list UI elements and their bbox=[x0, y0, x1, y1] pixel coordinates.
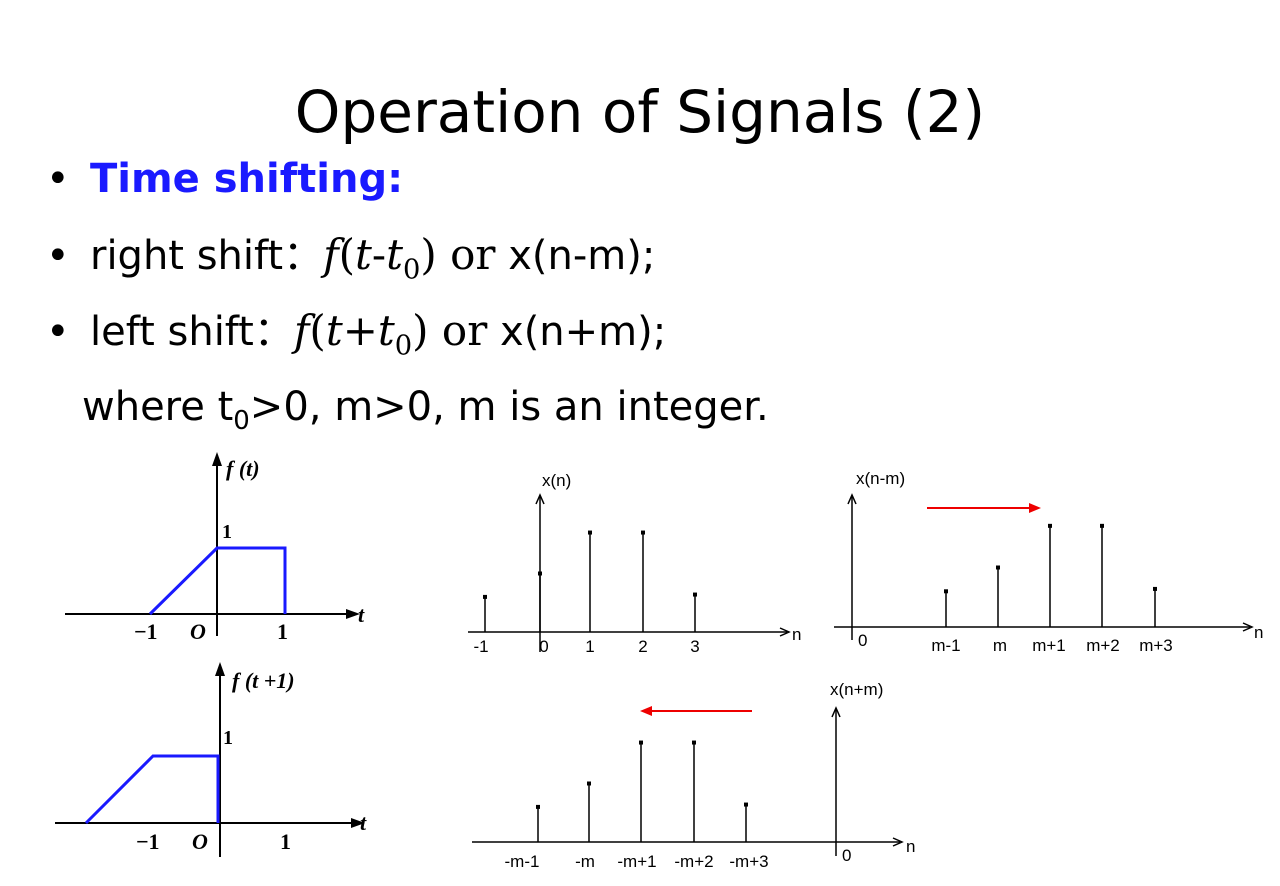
xn-ylabel: x(n) bbox=[542, 471, 571, 490]
left-shift-formula: f(t+t0) or bbox=[293, 306, 488, 362]
left-shift-arrowhead bbox=[640, 706, 652, 716]
xn-tick-label: 3 bbox=[690, 637, 699, 656]
left-shift-label: left shift： bbox=[90, 309, 294, 355]
where-clause: where t0>0, m>0, m is an integer. bbox=[82, 384, 769, 436]
xnpm-tick-label: -m+3 bbox=[729, 852, 768, 871]
xnpm-tick-label: -m+1 bbox=[617, 852, 656, 871]
xnpm-origin-label: 0 bbox=[842, 846, 851, 865]
slide-title: Operation of Signals (2) bbox=[294, 78, 986, 146]
xnpm-axis-label: n bbox=[906, 837, 915, 856]
ft1-axis-label: t bbox=[360, 810, 367, 835]
xnpm-tick-label: -m-1 bbox=[505, 852, 540, 871]
xnpm-stem-dot bbox=[587, 781, 591, 786]
ft-plot: f (t) 1 t −1 O 1 bbox=[65, 452, 365, 644]
bullet-dot: • bbox=[46, 309, 70, 355]
xnpm-ylabel: x(n+m) bbox=[830, 680, 883, 699]
xnpm-stem-dot bbox=[536, 804, 540, 809]
ft-ylabel: f (t) bbox=[226, 456, 260, 481]
right-shift-discrete: x(n-m); bbox=[508, 233, 656, 279]
xnpm-tick-label: -m+2 bbox=[674, 852, 713, 871]
xnm-stem-dot bbox=[996, 565, 1000, 570]
xnm-stem-dot bbox=[1153, 586, 1157, 591]
xnpm-stem-dot bbox=[692, 740, 696, 745]
ft1-tick-neg1: −1 bbox=[136, 829, 160, 854]
xn-stem-dot bbox=[483, 594, 487, 599]
xn-stem-dot bbox=[538, 571, 542, 576]
xnm-tick-label: m-1 bbox=[931, 636, 960, 655]
xn-stem-dot bbox=[641, 530, 645, 535]
ft1-tick-origin: O bbox=[192, 829, 208, 854]
left-shift-discrete: x(n+m); bbox=[500, 309, 667, 355]
xn-stem-dot bbox=[588, 530, 592, 535]
time-shifting-heading: Time shifting: bbox=[90, 156, 404, 202]
xnpm-tick-label: -m bbox=[575, 852, 595, 871]
bullet-left-shift: • left shift：f(t+t0) or x(n+m); bbox=[46, 306, 666, 371]
bullet-right-shift: • right shift：f(t-t0) or x(n-m); bbox=[46, 230, 655, 295]
xnm-tick-label: m+1 bbox=[1032, 636, 1066, 655]
xn-plot: x(n) n -1 0 1 2 3 bbox=[468, 471, 801, 656]
ft-curve bbox=[148, 546, 287, 616]
ft1-one-label: 1 bbox=[223, 727, 233, 749]
xnm-stem-dot bbox=[944, 589, 948, 594]
ft-one-label: 1 bbox=[222, 521, 232, 543]
xn-tick-label: -1 bbox=[473, 637, 488, 656]
xn-tick-label: 1 bbox=[585, 637, 594, 656]
ft1-ylabel: f (t +1) bbox=[232, 668, 295, 693]
xnm-tick-label: m+2 bbox=[1086, 636, 1120, 655]
ft-tick-origin: O bbox=[190, 619, 206, 644]
right-shift-formula: f(t-t0) or bbox=[323, 230, 496, 286]
xn-tick-label: 2 bbox=[638, 637, 647, 656]
xnpm-stem-dot bbox=[639, 740, 643, 745]
xnm-stem-dot bbox=[1048, 523, 1052, 528]
ft-tick-neg1: −1 bbox=[134, 619, 158, 644]
xnm-origin-label: 0 bbox=[858, 631, 867, 650]
xnm-ylabel: x(n-m) bbox=[856, 469, 905, 488]
ft1-plot: f (t +1) 1 t −1 O 1 bbox=[55, 662, 367, 857]
xn-stem-dot bbox=[693, 592, 697, 597]
xn-axis-label: n bbox=[792, 625, 801, 644]
xnm-stem-dot bbox=[1100, 523, 1104, 528]
xn-tick-label: 0 bbox=[539, 637, 548, 656]
xnm-tick-label: m bbox=[993, 636, 1007, 655]
right-shift-label: right shift： bbox=[90, 233, 324, 279]
xnpm-stem-dot bbox=[744, 802, 748, 807]
bullet-time-shifting: • Time shifting: bbox=[46, 154, 403, 204]
right-shift-arrowhead bbox=[1029, 503, 1041, 513]
xnm-plot: x(n-m) 0 n m-1 m m+1 m+2 m+3 bbox=[834, 469, 1263, 655]
xnm-axis-label: n bbox=[1254, 623, 1263, 642]
bullet-dot: • bbox=[46, 233, 70, 279]
bullet-dot: • bbox=[46, 156, 70, 202]
ft1-tick-1: 1 bbox=[280, 829, 291, 854]
xnm-tick-label: m+3 bbox=[1139, 636, 1173, 655]
ft-axis-label: t bbox=[358, 602, 365, 627]
xnpm-plot: x(n+m) 0 n -m-1 -m -m+1 -m+2 -m+3 bbox=[472, 680, 915, 871]
ft1-curve bbox=[84, 754, 220, 825]
ft-tick-1: 1 bbox=[277, 619, 288, 644]
